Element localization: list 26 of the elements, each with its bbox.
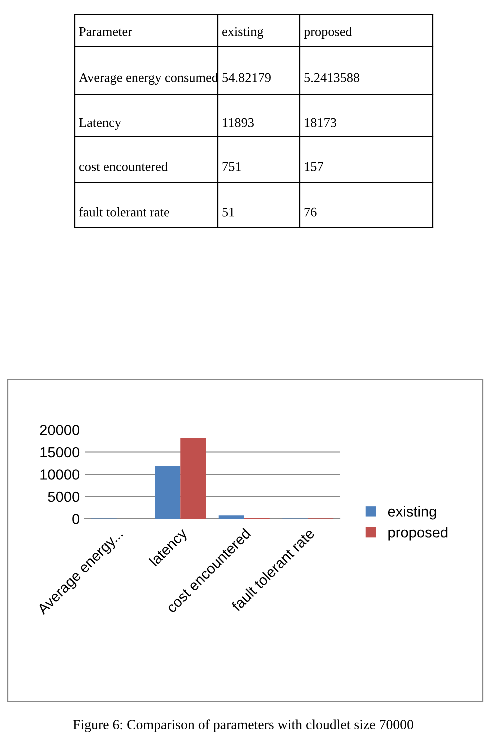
text: 51 [222, 208, 234, 217]
text: 5.2413588 [304, 73, 360, 82]
legend-label: proposed [388, 527, 448, 541]
y-tick-label: 15000 [40, 447, 80, 458]
text: 76 [304, 208, 317, 217]
text: Latency [79, 118, 122, 130]
text: 157 [305, 162, 324, 172]
y-tick-label: 0 [72, 514, 80, 524]
legend-label: existing [388, 506, 436, 520]
text: 18173 [305, 118, 336, 128]
text: 751 [222, 162, 241, 172]
text: proposed [304, 27, 352, 39]
text: cost encountered [80, 162, 168, 172]
bar [180, 438, 206, 519]
text: 54.82179 [222, 73, 271, 82]
text: 11893 [223, 118, 254, 128]
bar [218, 516, 244, 519]
text: Average energy consumed [79, 73, 218, 85]
bar [155, 466, 181, 519]
text: existing [222, 27, 264, 39]
y-tick-label: 5000 [48, 492, 80, 502]
y-tick-label: 10000 [40, 470, 80, 480]
caption: Figure 6: Comparison of parameters with cloudlet size 70000 [73, 720, 414, 732]
text: Parameter [79, 28, 132, 36]
y-tick-label: 20000 [40, 425, 80, 436]
text: fault tolerant rate [79, 207, 170, 217]
